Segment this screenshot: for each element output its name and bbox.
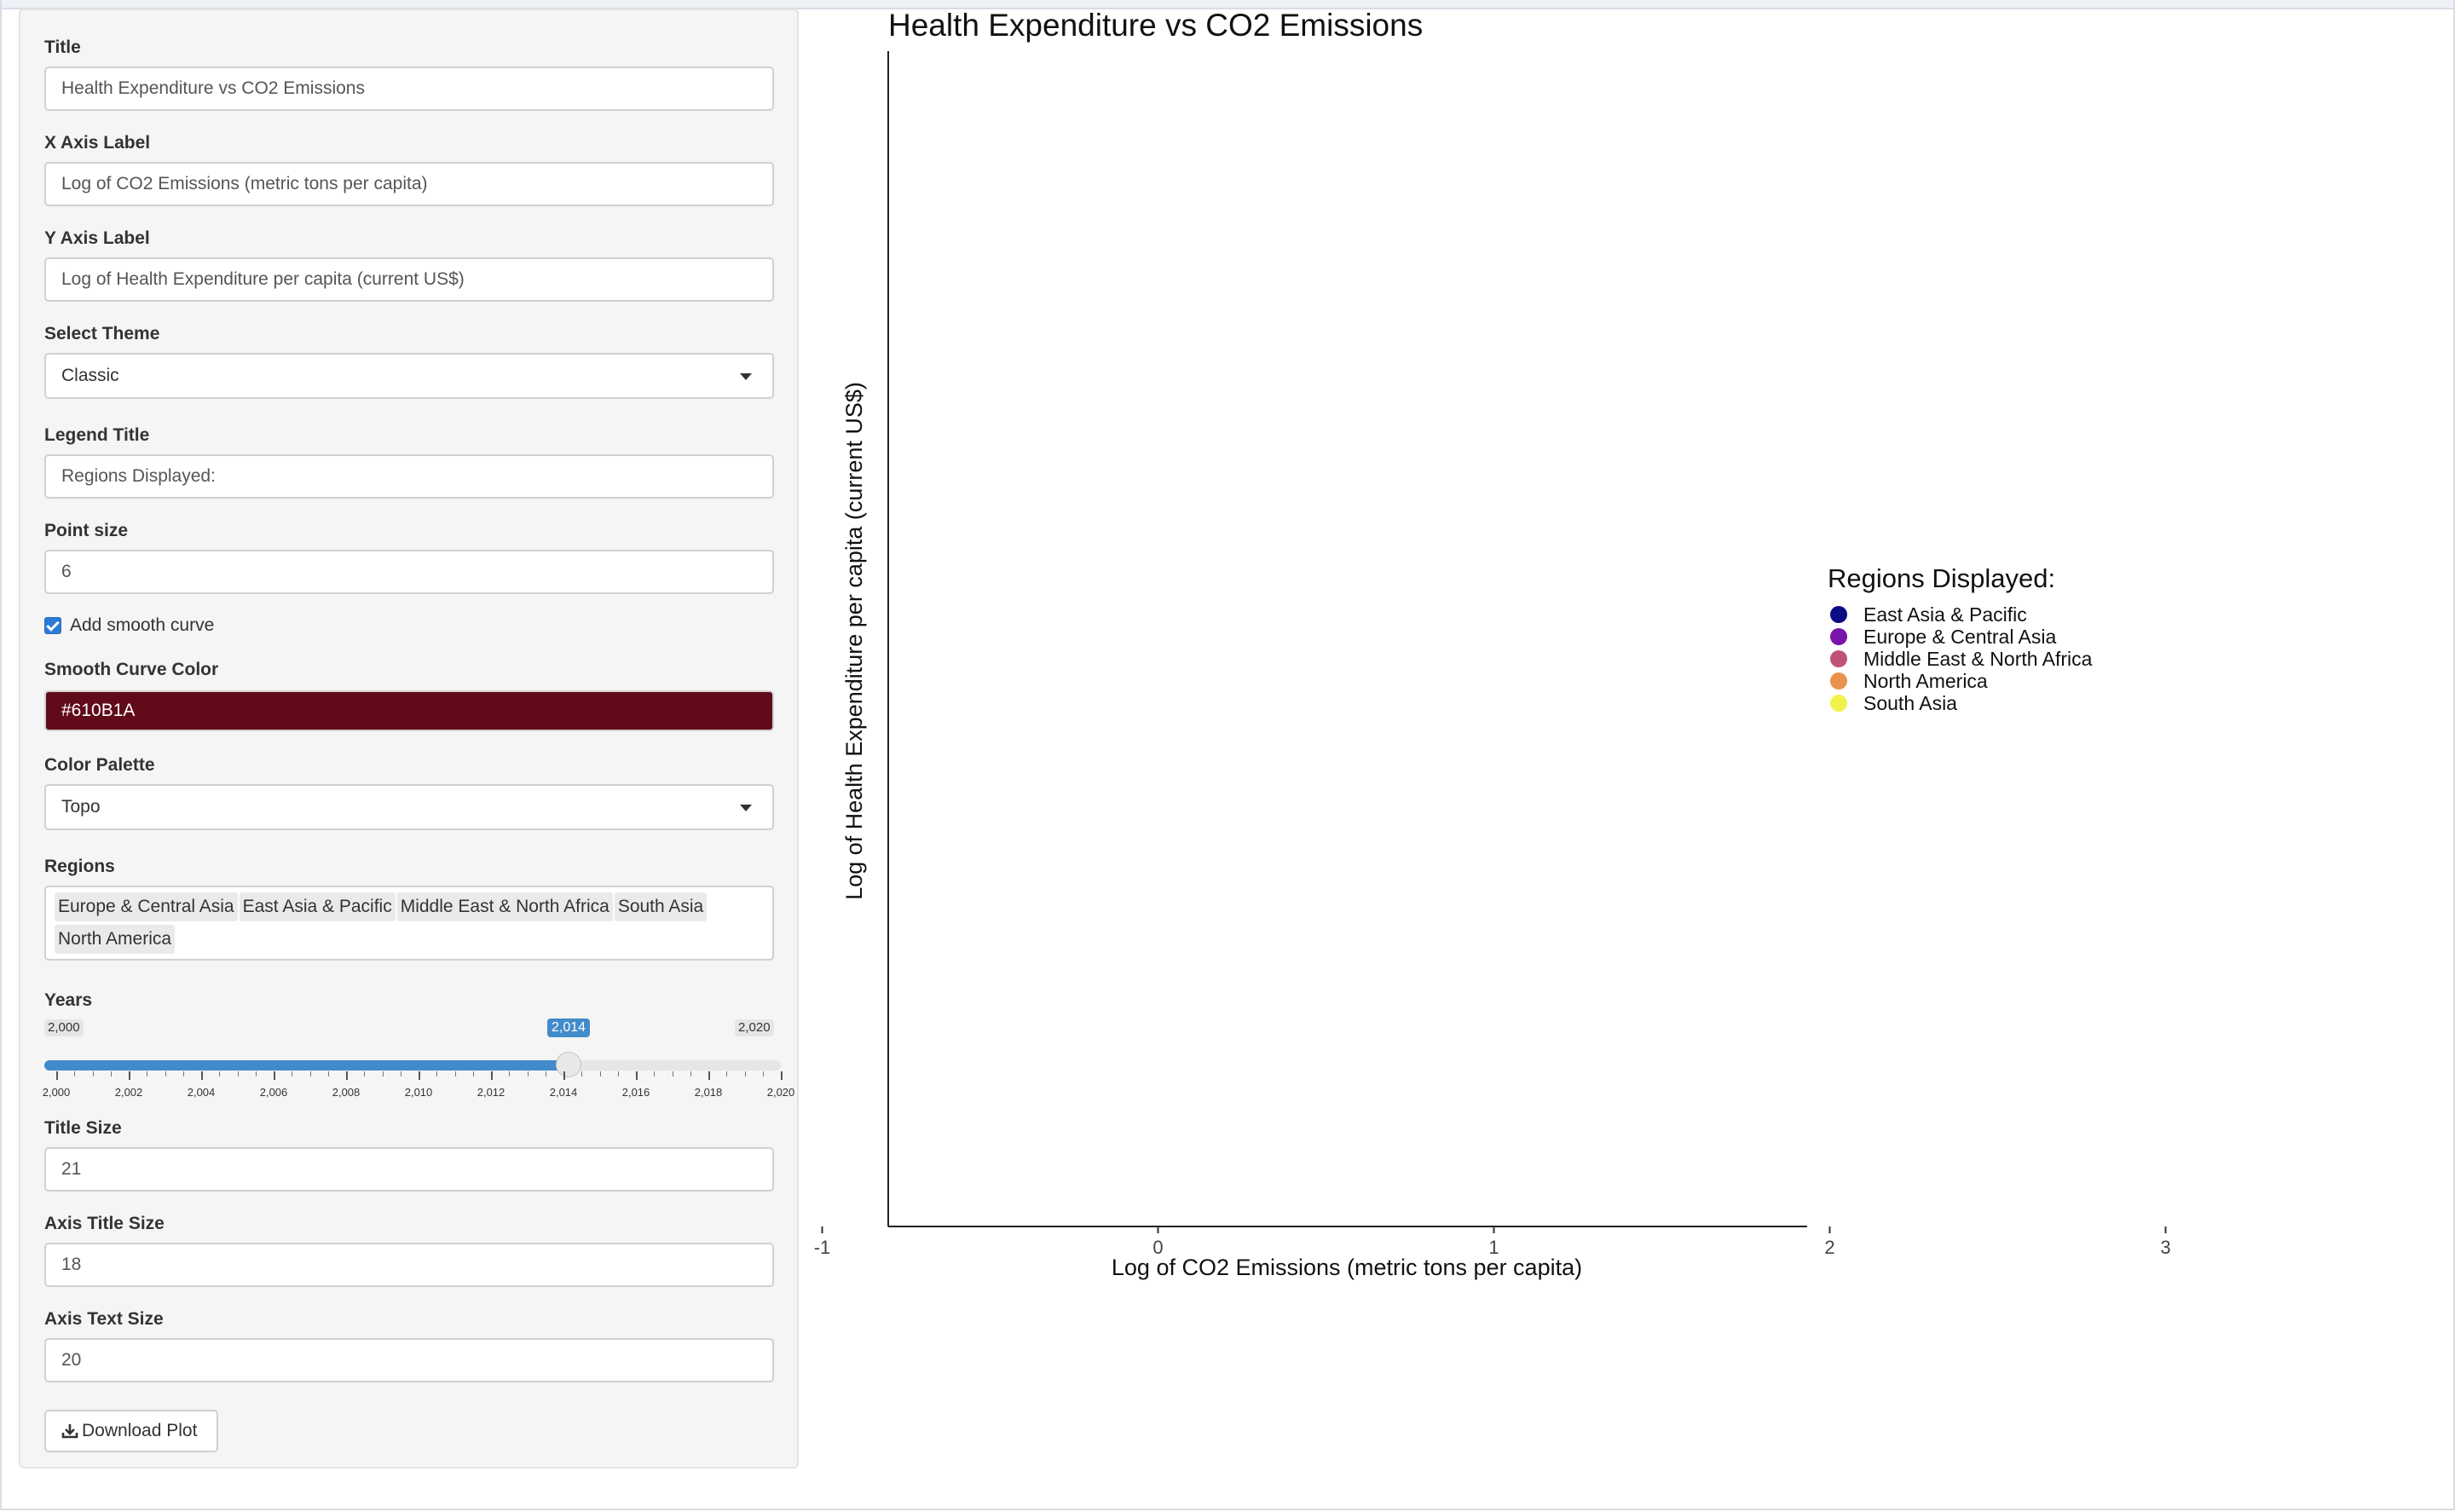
- years-slider-tick: [636, 1071, 638, 1080]
- years-slider-minor-tick: [581, 1071, 583, 1076]
- years-slider-tick-label: 2,004: [187, 1086, 216, 1099]
- years-slider-minor-tick: [237, 1071, 239, 1076]
- region-tag[interactable]: East Asia & Pacific: [239, 892, 396, 921]
- title-label: Title: [44, 38, 81, 57]
- browser-top-strip: [0, 0, 2455, 9]
- color-palette-label: Color Palette: [44, 755, 155, 775]
- years-slider-minor-tick: [327, 1071, 329, 1076]
- regions-label: Regions: [44, 857, 115, 876]
- years-slider-tick: [201, 1071, 203, 1080]
- years-slider-minor-tick: [599, 1071, 601, 1076]
- years-slider-tick: [563, 1071, 565, 1080]
- smooth-curve-checkbox[interactable]: [44, 617, 61, 634]
- axis-text-size-label: Axis Text Size: [44, 1309, 164, 1329]
- x-axis-label-input[interactable]: [44, 162, 774, 206]
- years-slider-current-label: 2,014: [547, 1019, 591, 1037]
- years-slider-tick-label: 2,000: [42, 1086, 71, 1099]
- years-slider-fill: [44, 1060, 571, 1071]
- years-slider-tick: [274, 1071, 275, 1080]
- years-slider-minor-tick: [509, 1071, 511, 1076]
- select-theme-label: Select Theme: [44, 324, 160, 343]
- years-slider-tick-label: 2,012: [477, 1086, 505, 1099]
- years-slider-minor-tick: [762, 1071, 764, 1076]
- years-slider-minor-tick: [219, 1071, 221, 1076]
- theme-select-value: Classic: [61, 366, 119, 385]
- x-axis-label-label: X Axis Label: [44, 133, 151, 153]
- caret-down-icon: [740, 373, 752, 380]
- years-label: Years: [44, 990, 93, 1010]
- years-slider-tick-label: 2,014: [549, 1086, 578, 1099]
- years-slider-tick-label: 2,008: [332, 1086, 361, 1099]
- years-slider-handle[interactable]: [556, 1052, 581, 1077]
- years-slider-tick: [346, 1071, 348, 1080]
- legend-title-label: Legend Title: [44, 425, 150, 445]
- legend-title-input[interactable]: [44, 454, 774, 499]
- years-slider-minor-tick: [74, 1071, 76, 1076]
- years-slider-minor-tick: [92, 1071, 94, 1076]
- years-slider-max-label: 2,020: [735, 1019, 774, 1036]
- years-slider-minor-tick: [527, 1071, 529, 1076]
- years-slider-tick: [781, 1071, 783, 1080]
- y-axis-label-label: Y Axis Label: [44, 228, 150, 248]
- color-palette-select[interactable]: Topo: [44, 784, 774, 830]
- years-slider-minor-tick: [165, 1071, 166, 1076]
- years-slider-tick: [491, 1071, 493, 1080]
- smooth-curve-color-input[interactable]: #610B1A: [44, 690, 774, 731]
- years-slider-tick-label: 2,006: [259, 1086, 288, 1099]
- years-slider-tick-label: 2,010: [404, 1086, 433, 1099]
- years-slider-min-label: 2,000: [44, 1019, 84, 1036]
- years-slider-minor-tick: [110, 1071, 112, 1076]
- years-slider-minor-tick: [436, 1071, 438, 1076]
- point-size-label: Point size: [44, 521, 129, 540]
- years-slider-tick-label: 2,016: [621, 1086, 650, 1099]
- years-slider-tick: [419, 1071, 420, 1080]
- region-tag[interactable]: Europe & Central Asia: [55, 892, 238, 921]
- years-slider-minor-tick: [255, 1071, 257, 1076]
- regions-multiselect[interactable]: Europe & Central Asia East Asia & Pacific…: [44, 886, 774, 961]
- caret-down-icon: [740, 805, 752, 811]
- download-icon: [61, 1424, 78, 1439]
- years-slider-minor-tick: [472, 1071, 474, 1076]
- axis-title-size-input[interactable]: [44, 1243, 774, 1287]
- region-tag[interactable]: South Asia: [614, 892, 708, 921]
- years-slider-minor-tick: [364, 1071, 366, 1076]
- axis-title-size-label: Axis Title Size: [44, 1214, 165, 1233]
- smooth-curve-checkbox-label: Add smooth curve: [70, 615, 215, 635]
- years-slider-tick-label: 2,018: [694, 1086, 723, 1099]
- years-slider-tick: [56, 1071, 58, 1080]
- years-slider-minor-tick: [617, 1071, 619, 1076]
- sidebar-panel: Title X Axis Label Y Axis Label Select T…: [19, 9, 799, 1469]
- years-slider-minor-tick: [744, 1071, 746, 1076]
- years-slider-tick-label: 2,020: [766, 1086, 795, 1099]
- title-size-input[interactable]: [44, 1147, 774, 1192]
- title-size-label: Title Size: [44, 1118, 122, 1138]
- region-tag[interactable]: Middle East & North Africa: [396, 892, 613, 921]
- years-slider-minor-tick: [309, 1071, 311, 1076]
- axis-text-size-input[interactable]: [44, 1338, 774, 1382]
- title-input[interactable]: [44, 66, 774, 111]
- download-plot-label: Download Plot: [82, 1421, 198, 1440]
- years-slider-tick: [708, 1071, 710, 1080]
- y-axis-label-input[interactable]: [44, 257, 774, 302]
- years-slider-minor-tick: [454, 1071, 456, 1076]
- years-slider-minor-tick: [182, 1071, 184, 1076]
- years-slider-minor-tick: [654, 1071, 656, 1076]
- theme-select[interactable]: Classic: [44, 353, 774, 399]
- smooth-curve-color-label: Smooth Curve Color: [44, 660, 219, 679]
- years-slider-minor-tick: [726, 1071, 728, 1076]
- color-palette-select-value: Topo: [61, 797, 101, 817]
- years-slider-tick-label: 2,002: [114, 1086, 143, 1099]
- download-plot-button[interactable]: Download Plot: [44, 1410, 218, 1452]
- years-slider-minor-tick: [382, 1071, 384, 1076]
- years-slider-tick: [129, 1071, 130, 1080]
- years-slider-minor-tick: [690, 1071, 691, 1076]
- point-size-input[interactable]: [44, 550, 774, 594]
- region-tag[interactable]: North America: [55, 925, 176, 954]
